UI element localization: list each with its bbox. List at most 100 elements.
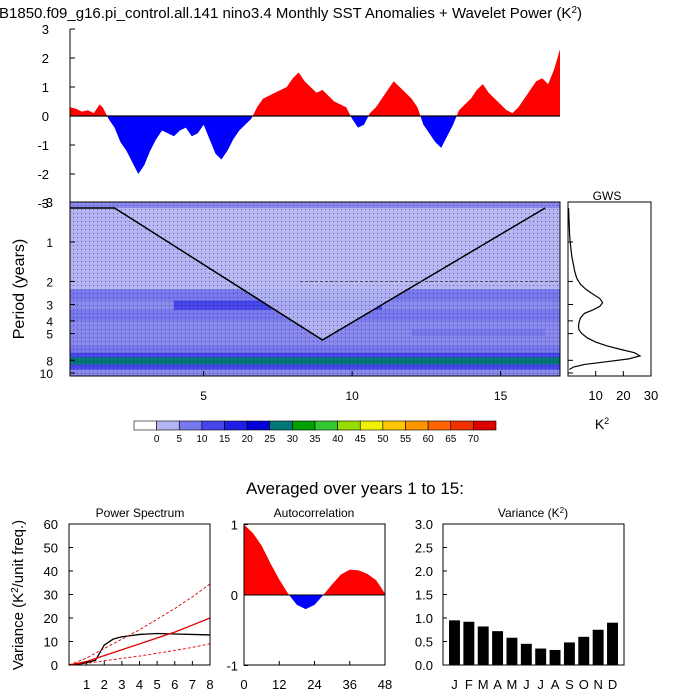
autocorrelation-y-ticks: 1 0 -1 <box>226 518 248 674</box>
sst-y-tick-label: -1 <box>37 138 49 153</box>
autocorrelation-positive-area <box>244 524 385 595</box>
power-spectrum-y-tick-label: 40 <box>44 564 58 579</box>
variance-y-tick-label: 3.0 <box>415 517 433 532</box>
colorbar-swatch <box>156 420 180 431</box>
variance-bar <box>549 649 561 665</box>
wavelet-y-tick-label: 10 <box>40 367 54 381</box>
variance-x-tick-label: O <box>579 677 589 692</box>
autocorrelation-x-tick-label: 24 <box>307 677 321 692</box>
power-spectrum-x-tick-label: 2 <box>101 677 108 692</box>
colorbar-swatch <box>133 420 157 431</box>
sst-y-ticks: 3 2 1 0 -1 -2 -3 <box>37 22 75 211</box>
power-spectrum-x-tick-label: 4 <box>136 677 143 692</box>
autocorrelation-negative-area <box>289 595 324 610</box>
variance-x-tick-label: N <box>593 677 602 692</box>
colorbar-swatch <box>337 420 361 431</box>
variance-y-tick-label: 1.5 <box>415 588 433 603</box>
wavelet-y-axis-label: Period (years) <box>11 239 28 339</box>
wavelet-x-ticks: 5 10 15 <box>200 371 508 403</box>
autocorrelation-x-tick-label: 0 <box>240 677 247 692</box>
gws-x-label: K2 <box>595 416 609 432</box>
variance-y-ticks: 0.0 0.5 1.0 1.5 2.0 2.5 3.0 <box>415 517 447 673</box>
wavelet-y-ticks: 1 2 3 45 810 <box>40 236 75 381</box>
wavelet-y-tick-label: 3 <box>46 299 53 313</box>
variance-bar <box>477 626 489 665</box>
wavelet-y-top-label: -3 <box>41 195 53 210</box>
colorbar-swatch <box>359 420 384 431</box>
colorbar-swatch <box>178 420 203 431</box>
wavelet-x-tick-label: 15 <box>494 389 508 403</box>
variance-bar <box>449 620 460 665</box>
sst-y-tick-label: -3 <box>37 196 49 211</box>
figure-title: B1850.f09_g16.pi_control.all.141 nino3.4… <box>0 5 582 23</box>
colorbar-swatch <box>473 420 497 431</box>
colorbar-swatch <box>224 420 248 431</box>
variance-x-tick-label: M <box>507 677 518 692</box>
wavelet-y-tick-label: 5 <box>46 328 53 342</box>
autocorrelation-y-tick-label: -1 <box>226 659 238 674</box>
variance-bar <box>563 642 575 665</box>
variance-x-tick-label: F <box>465 677 473 692</box>
colorbar-swatch <box>427 420 452 431</box>
power-spectrum-y-label: Variance (K2/unit freq.) <box>10 520 28 670</box>
power-spectrum-y-tick-label: 0 <box>51 658 58 673</box>
autocorrelation-x-tick-label: 12 <box>272 677 286 692</box>
colorbar-swatch <box>405 420 429 431</box>
autocorrelation-x-tick-label: 48 <box>378 677 392 692</box>
wavelet-y-tick-label: 8 <box>46 354 53 368</box>
power-spectrum-x-tick-label: 7 <box>189 677 196 692</box>
colorbar-level-label: 5 <box>176 434 182 445</box>
variance-x-tick-label: S <box>565 677 574 692</box>
wavelet-field <box>70 202 560 376</box>
colorbar-swatch <box>314 420 338 431</box>
power-spectrum-line-red-noise <box>68 617 211 666</box>
variance-y-tick-label: 1.0 <box>415 611 433 626</box>
variance-bar <box>592 629 604 665</box>
variance-x-tick-label: M <box>478 677 489 692</box>
power-spectrum-lines <box>68 583 211 666</box>
variance-y-tick-label: 0.0 <box>415 658 433 673</box>
cone-of-influence-line <box>70 207 546 341</box>
variance-bar <box>506 637 518 665</box>
autocorrelation-x-tick-label: 36 <box>343 677 357 692</box>
colorbar-swatch <box>292 420 316 431</box>
power-spectrum-y-tick-label: 50 <box>44 541 58 556</box>
autocorrelation-panel: Autocorrelation 0 12 24 36 48 10-1 <box>226 506 392 692</box>
variance-x-tick-label: J <box>451 677 458 692</box>
power-spectrum-line-lower-bound <box>68 643 211 666</box>
colorbar-level-label: 70 <box>468 434 480 445</box>
colorbar-level-label: 25 <box>264 434 276 445</box>
colorbar-level-label: 30 <box>287 434 299 445</box>
wavelet-y-tick-label: 2 <box>46 275 53 289</box>
power-spectrum-x-tick-label: 3 <box>118 677 125 692</box>
significance-stipple <box>70 202 560 376</box>
colorbar-level-label: 65 <box>445 434 457 445</box>
colorbar-level-label: 35 <box>309 434 321 445</box>
sst-positive-area <box>70 49 560 116</box>
sst-y-tick-label: 3 <box>42 22 49 37</box>
sst-y-tick-label: 0 <box>42 109 49 124</box>
variance-bar <box>607 622 618 665</box>
sst-anomaly-area <box>70 49 560 174</box>
power-spectrum-x-tick-label: 6 <box>171 677 178 692</box>
colorbar-level-label: 40 <box>332 434 344 445</box>
variance-x-tick-label: A <box>551 677 560 692</box>
colorbar-level-label: 50 <box>377 434 389 445</box>
power-spectrum-x-tick-label: 8 <box>206 677 213 692</box>
wavelet-frame <box>69 201 561 377</box>
colorbar-level-label: 45 <box>355 434 367 445</box>
variance-x-tick-label: A <box>493 677 502 692</box>
variance-y-tick-label: 0.5 <box>415 635 433 650</box>
colorbar: 0 5 10 15 20 25 30 35 40 45 50 55 60 65 70 <box>133 420 497 445</box>
colorbar-level-label: 15 <box>219 434 231 445</box>
wavelet-y-tick-label: 1 <box>46 236 53 250</box>
variance-bar <box>463 621 475 665</box>
colorbar-level-label: 10 <box>196 434 208 445</box>
colorbar-swatch <box>201 420 225 431</box>
sst-y-tick-label: -2 <box>37 167 49 182</box>
